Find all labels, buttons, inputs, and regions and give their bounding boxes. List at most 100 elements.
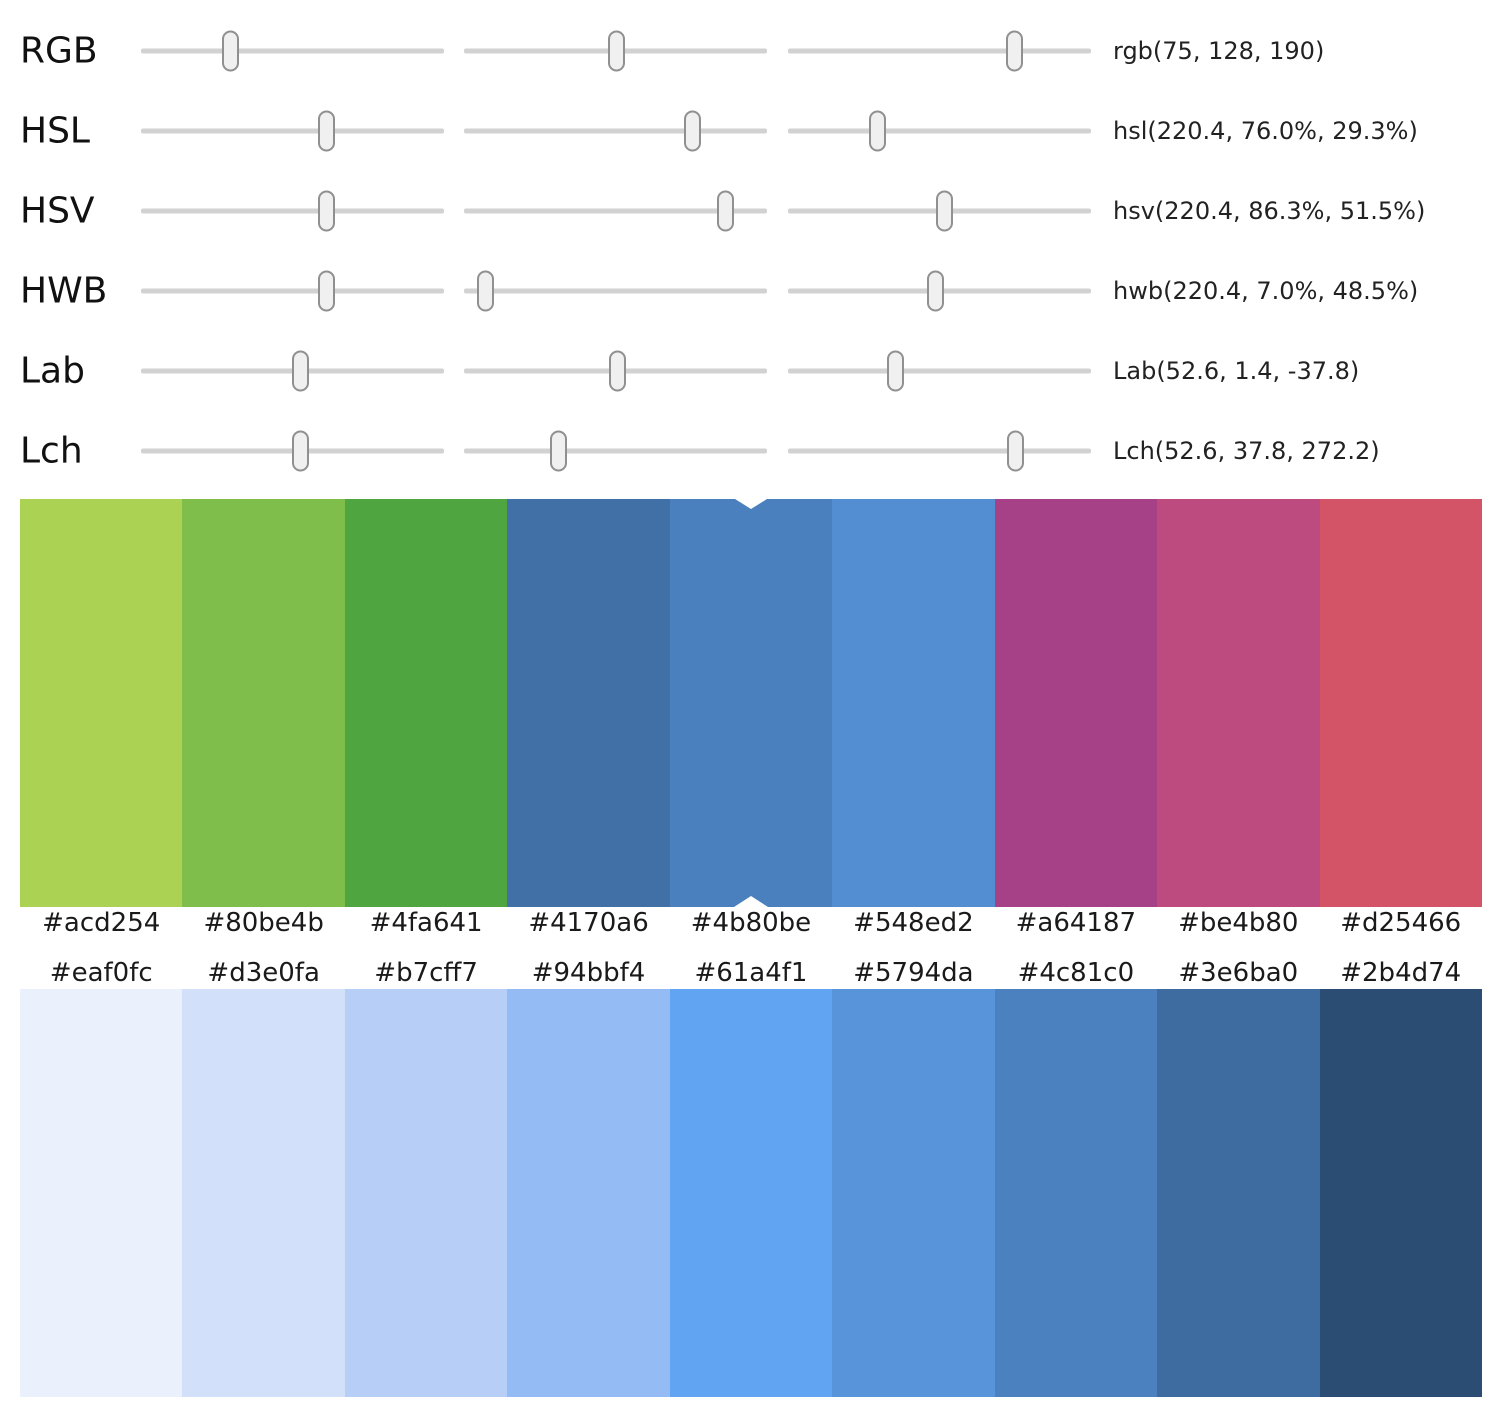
- harmony-hex-labels: #acd254 #80be4b #4fa641 #4170a6 #4b80be #548e…: [20, 905, 1482, 941]
- slider-hwb-channel-1[interactable]: [141, 261, 444, 321]
- color-swatch[interactable]: [344, 989, 508, 1397]
- hex-code-label: #a64187: [1015, 908, 1137, 938]
- slider-thumb[interactable]: [868, 110, 886, 152]
- slider-thumb[interactable]: [318, 270, 336, 312]
- slider-rgb-channel-1[interactable]: [141, 21, 444, 81]
- slider-thumb[interactable]: [292, 430, 310, 472]
- hex-code-label: #80be4b: [203, 908, 324, 938]
- slider-hsl-channel-1[interactable]: [141, 101, 444, 161]
- color-swatch[interactable]: [832, 499, 995, 907]
- color-value-text: hsl(220.4, 76.0%, 29.3%): [1113, 117, 1418, 145]
- slider-track[interactable]: [464, 448, 767, 454]
- colorspace-label: HSL: [20, 110, 90, 152]
- slider-thumb[interactable]: [549, 430, 567, 472]
- hex-code-label: #acd254: [42, 908, 161, 938]
- slider-track[interactable]: [464, 208, 767, 214]
- slider-thumb[interactable]: [936, 190, 954, 232]
- color-swatch-selected[interactable]: [669, 499, 833, 907]
- color-swatch[interactable]: [344, 499, 508, 907]
- color-swatch[interactable]: [182, 499, 345, 907]
- shade-palette: [20, 989, 1482, 1397]
- slider-track[interactable]: [141, 48, 444, 54]
- slider-hsv-channel-2[interactable]: [464, 181, 767, 241]
- slider-lab-channel-2[interactable]: [464, 341, 767, 401]
- slider-hsv-channel-3[interactable]: [788, 181, 1091, 241]
- color-swatch[interactable]: [507, 499, 670, 907]
- hex-code-label: #4c81c0: [1017, 958, 1135, 988]
- slider-rgb-channel-2[interactable]: [464, 21, 767, 81]
- slider-track[interactable]: [464, 128, 767, 134]
- slider-row: Lab Lab(52.6, 1.4, -37.8): [0, 341, 1501, 401]
- slider-track[interactable]: [141, 128, 444, 134]
- hex-code-label: #94bbf4: [531, 958, 646, 988]
- color-swatch[interactable]: [20, 989, 183, 1397]
- slider-thumb[interactable]: [717, 190, 735, 232]
- slider-hwb-channel-2[interactable]: [464, 261, 767, 321]
- hex-code-label: #d3e0fa: [207, 958, 320, 988]
- slider-row: HWB hwb(220.4, 7.0%, 48.5%): [0, 261, 1501, 321]
- slider-thumb[interactable]: [318, 190, 336, 232]
- slider-track[interactable]: [141, 208, 444, 214]
- colorspace-label: Lab: [20, 350, 85, 392]
- hex-code-label: #d25466: [1340, 908, 1462, 938]
- slider-thumb[interactable]: [292, 350, 310, 392]
- slider-track[interactable]: [464, 288, 767, 294]
- slider-hsv-channel-1[interactable]: [141, 181, 444, 241]
- slider-hsl-channel-3[interactable]: [788, 101, 1091, 161]
- slider-hwb-channel-3[interactable]: [788, 261, 1091, 321]
- hex-code-label: #61a4f1: [694, 958, 808, 988]
- slider-thumb[interactable]: [609, 350, 627, 392]
- slider-track[interactable]: [788, 448, 1091, 454]
- color-swatch[interactable]: [669, 989, 833, 1397]
- slider-lch-channel-2[interactable]: [464, 421, 767, 481]
- slider-lch-channel-3[interactable]: [788, 421, 1091, 481]
- slider-thumb[interactable]: [683, 110, 701, 152]
- slider-row: RGB rgb(75, 128, 190): [0, 21, 1501, 81]
- color-swatch[interactable]: [994, 499, 1158, 907]
- hex-code-label: #eaf0fc: [49, 958, 153, 988]
- slider-thumb[interactable]: [886, 350, 904, 392]
- color-value-text: hwb(220.4, 7.0%, 48.5%): [1113, 277, 1419, 305]
- color-swatch[interactable]: [1319, 499, 1482, 907]
- slider-thumb[interactable]: [1005, 30, 1023, 72]
- hex-code-label: #2b4d74: [1340, 958, 1462, 988]
- slider-hsl-channel-2[interactable]: [464, 101, 767, 161]
- color-swatch[interactable]: [1157, 989, 1320, 1397]
- colorspace-label: Lch: [20, 430, 83, 472]
- slider-rgb-channel-3[interactable]: [788, 21, 1091, 81]
- slider-thumb[interactable]: [1006, 430, 1024, 472]
- slider-row: HSL hsl(220.4, 76.0%, 29.3%): [0, 101, 1501, 161]
- color-swatch[interactable]: [832, 989, 995, 1397]
- hex-code-label: #b7cff7: [374, 958, 478, 988]
- slider-track[interactable]: [788, 368, 1091, 374]
- hex-code-label: #5794da: [853, 958, 974, 988]
- slider-thumb[interactable]: [318, 110, 336, 152]
- color-swatch[interactable]: [507, 989, 670, 1397]
- color-swatch[interactable]: [994, 989, 1158, 1397]
- slider-lch-channel-1[interactable]: [141, 421, 444, 481]
- hex-code-label: #548ed2: [853, 908, 974, 938]
- color-swatch[interactable]: [1319, 989, 1482, 1397]
- slider-row: Lch Lch(52.6, 37.8, 272.2): [0, 421, 1501, 481]
- slider-track[interactable]: [141, 288, 444, 294]
- slider-thumb[interactable]: [222, 30, 240, 72]
- hex-code-label: #4fa641: [369, 908, 483, 938]
- slider-thumb[interactable]: [926, 270, 944, 312]
- slider-thumb[interactable]: [477, 270, 495, 312]
- hex-code-label: #4b80be: [690, 908, 812, 938]
- colorspace-label: HSV: [20, 190, 95, 232]
- slider-track[interactable]: [788, 48, 1091, 54]
- slider-row: HSV hsv(220.4, 86.3%, 51.5%): [0, 181, 1501, 241]
- hex-code-label: #3e6ba0: [1178, 958, 1299, 988]
- slider-track[interactable]: [788, 128, 1091, 134]
- selected-marker-bottom-icon: [733, 896, 768, 907]
- slider-thumb[interactable]: [608, 30, 626, 72]
- hex-code-label: #4170a6: [528, 908, 649, 938]
- slider-lab-channel-3[interactable]: [788, 341, 1091, 401]
- color-swatch[interactable]: [20, 499, 183, 907]
- color-swatch[interactable]: [1157, 499, 1320, 907]
- slider-lab-channel-1[interactable]: [141, 341, 444, 401]
- color-swatch[interactable]: [182, 989, 345, 1397]
- harmony-palette: [20, 499, 1482, 907]
